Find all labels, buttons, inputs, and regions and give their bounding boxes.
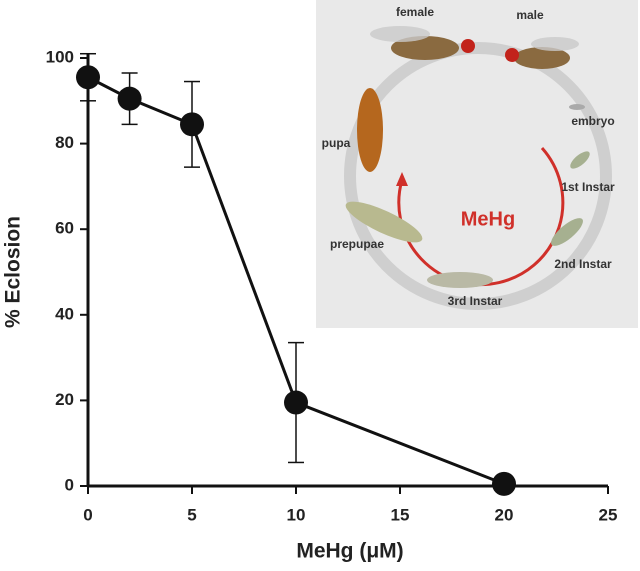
marker <box>76 65 100 90</box>
arrow-head <box>396 172 408 186</box>
x-tick-label: 0 <box>83 505 92 524</box>
embryo <box>569 104 585 110</box>
inset-label: embryo <box>571 114 614 128</box>
life-cycle-ring <box>344 42 612 310</box>
pupa <box>357 88 383 172</box>
marker <box>117 86 142 111</box>
larva <box>570 151 590 169</box>
female-fly <box>391 36 459 60</box>
inset-label: prepupae <box>330 237 384 251</box>
fly-eye <box>461 39 475 53</box>
inset-label: 3rd Instar <box>448 294 503 308</box>
x-tick-label: 25 <box>599 505 618 524</box>
wing <box>531 37 579 51</box>
larva <box>551 218 583 246</box>
male-fly <box>514 47 570 69</box>
x-tick-label: 10 <box>287 505 306 524</box>
larva <box>427 272 493 288</box>
y-tick-label: 40 <box>55 304 74 323</box>
marker <box>180 112 204 137</box>
y-tick-label: 80 <box>55 133 74 152</box>
prepupa <box>345 201 423 243</box>
x-axis-label: MeHg (μM) <box>296 540 403 563</box>
y-tick-label: 60 <box>55 219 74 238</box>
inset-label: male <box>516 8 544 22</box>
x-tick-label: 15 <box>391 505 410 524</box>
fly-eye <box>505 48 519 62</box>
marker <box>284 390 308 415</box>
inset-label: pupa <box>322 136 351 150</box>
y-axis-label: % Eclosion <box>2 216 25 328</box>
y-tick-label: 0 <box>65 475 74 494</box>
inset-label: female <box>396 5 434 19</box>
inset-label: 1st Instar <box>561 180 615 194</box>
inset-label: MeHg <box>461 208 515 230</box>
x-tick-label: 20 <box>495 505 514 524</box>
inset-label: 2nd Instar <box>554 257 612 271</box>
y-tick-label: 100 <box>46 47 74 66</box>
x-tick-label: 5 <box>187 505 196 524</box>
y-tick-label: 20 <box>55 390 74 409</box>
marker <box>492 471 516 496</box>
wing <box>370 26 430 42</box>
inset: female male embryo 1st Instar 2nd Instar… <box>316 0 638 328</box>
